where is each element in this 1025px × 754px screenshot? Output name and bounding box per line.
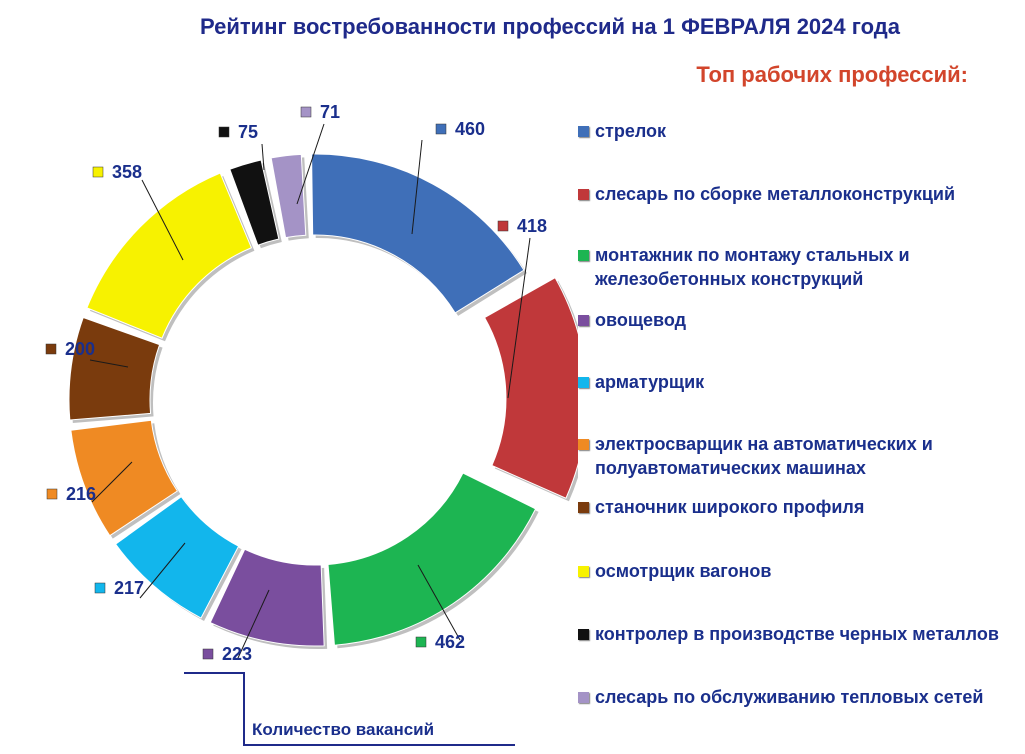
legend-item-5: арматурщик [578,370,704,394]
legend-label-8: осмотрщик вагонов [595,561,772,581]
legend-item-9: контролер в производстве черных металлов [578,622,999,646]
legend-label-6: электросварщик на автоматических и полуа… [595,434,933,478]
slice-9 [229,159,280,246]
value-label-1: 460 [455,119,485,139]
value-label-7: 200 [65,339,95,359]
slice-7 [68,316,161,421]
legend-item-10: слесарь по обслуживанию тепловых сетей [578,685,983,709]
slice-10 [270,153,307,239]
legend-label-10: слесарь по обслуживанию тепловых сетей [595,687,984,707]
legend-item-1: стрелок [578,119,666,143]
leader-line-6 [91,461,133,503]
legend-item-6: электросварщик на автоматических и полуа… [578,432,1010,480]
value-label-swatch-1 [435,123,447,135]
leader-line-4 [237,589,270,659]
leader-line-5 [139,542,186,599]
legend-swatch-6 [578,439,589,450]
value-label-swatch-9 [218,126,230,138]
legend-label-9: контролер в производстве черных металлов [595,624,999,644]
slice-1 [311,153,525,314]
legend-item-7: станочник широкого профиля [578,495,864,519]
slice-8 [86,172,253,339]
value-label-swatch-7 [45,343,57,355]
legend-swatch-10 [578,692,589,703]
legend-swatch-8 [578,566,589,577]
value-label-9: 75 [238,122,258,142]
legend-swatch-9 [578,629,589,640]
value-label-swatch-10 [300,106,312,118]
slice-6 [70,419,179,537]
legend-label-5: арматурщик [595,372,705,392]
value-label-swatch-3 [415,636,427,648]
leader-line-10 [296,123,325,205]
legend-label-2: слесарь по сборке металлоконструкций [595,184,956,204]
leader-line-1 [411,139,423,235]
chart-title: Рейтинг востребованности профессий на 1 … [200,14,900,39]
slice-2 [483,277,578,499]
legend-item-8: осмотрщик вагонов [578,559,772,583]
slices-group [68,153,578,650]
legend-swatch-3 [578,250,589,261]
value-label-6: 216 [66,484,96,504]
doughnut-chart: 460 418 462 223 217 216 200 358 75 71 [45,102,578,746]
value-label-5: 217 [114,578,144,598]
legend-item-3: монтажник по монтажу стальных и железобе… [578,243,1010,291]
value-label-swatch-5 [94,582,106,594]
leader-line-9 [261,143,265,171]
legend-label-1: стрелок [595,121,667,141]
legend-swatch-1 [578,126,589,137]
value-label-3: 462 [435,632,465,652]
value-label-8: 358 [112,162,142,182]
value-label-2: 418 [517,216,547,236]
leader-line-3 [417,564,461,641]
value-label-swatch-8 [92,166,104,178]
legend-swatch-4 [578,315,589,326]
quantity-label: Количество вакансий [252,720,435,739]
slice-5 [114,495,240,619]
value-label-10: 71 [320,102,340,122]
value-labels-group: 460 418 462 223 217 216 200 358 75 71 [45,102,547,664]
legend-swatch-2 [578,189,589,200]
chart-legend: стрелок слесарь по сборке металлоконструк… [578,0,1023,754]
legend-swatch-5 [578,377,589,388]
legend-label-3: монтажник по монтажу стальных и железобе… [595,245,910,289]
legend-item-2: слесарь по сборке металлоконструкций [578,182,955,206]
value-label-swatch-6 [46,488,58,500]
leader-lines-group [89,123,531,659]
slice-3 [327,472,537,646]
value-label-swatch-2 [497,220,509,232]
value-label-swatch-4 [202,648,214,660]
legend-item-4: овощевод [578,308,686,332]
chart-subtitle: Топ рабочих профессий: [696,62,968,87]
leader-line-2 [507,237,531,399]
leader-line-8 [141,179,184,261]
quantity-bracket-line [184,672,515,746]
value-label-4: 223 [222,644,252,664]
leader-line-7 [89,359,129,368]
slice-4 [209,548,325,647]
legend-label-4: овощевод [595,310,687,330]
legend-label-7: станочник широкого профиля [595,497,865,517]
legend-swatch-7 [578,502,589,513]
